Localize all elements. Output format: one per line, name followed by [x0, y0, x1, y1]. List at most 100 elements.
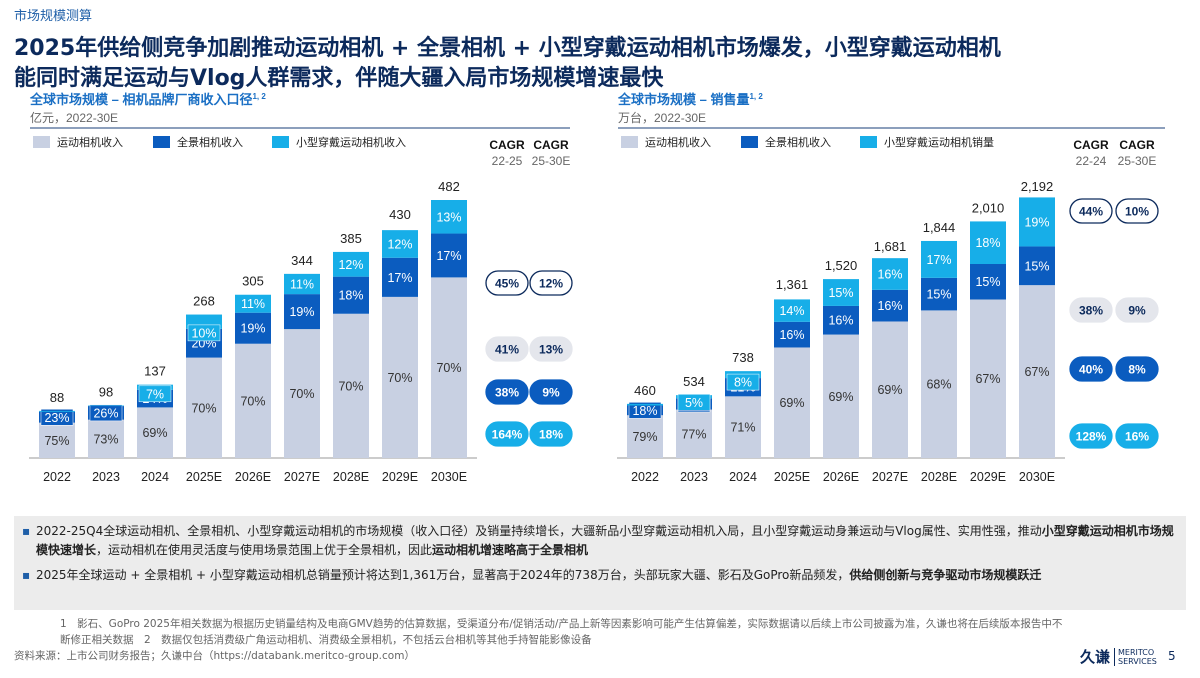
- cagr-header: CAGR: [1073, 138, 1109, 152]
- legend-swatch: [153, 136, 170, 148]
- bar-segment: [1019, 197, 1055, 247]
- x-tick-label: 2029E: [382, 470, 418, 484]
- segment-label: 16%: [828, 314, 853, 328]
- chart-title: 全球市场规模 – 销售量1, 2: [617, 92, 763, 107]
- legend-swatch: [860, 136, 877, 148]
- cagr-badge: [1069, 423, 1113, 449]
- label-box: [187, 324, 221, 342]
- bar-segment: [627, 403, 663, 406]
- total-label: 2,192: [1021, 179, 1054, 194]
- segment-label: 19%: [1024, 215, 1049, 229]
- legend-swatch: [621, 136, 638, 148]
- bar-segment: [88, 405, 124, 407]
- bullet-text: 2025年全球运动 + 全景相机 + 小型穿戴运动相机总销量预计将达到1,361…: [36, 568, 850, 582]
- x-tick-label: 2027E: [872, 470, 908, 484]
- cagr-value: 12%: [539, 277, 563, 291]
- segment-label: 15%: [1024, 259, 1049, 273]
- segment-label: 18%: [632, 404, 657, 418]
- segment-label: 69%: [828, 390, 853, 404]
- bar-segment: [186, 357, 222, 458]
- footnotes: 1 影石、GoPro 2025年相关数据为根据历史销量结构及电商GMV趋势的估算…: [60, 616, 1070, 648]
- segment-label: 17%: [926, 253, 951, 267]
- bar-segment: [774, 321, 810, 348]
- label-box: [40, 409, 74, 426]
- logo-en-1: MERITCO: [1118, 647, 1155, 657]
- source: 资料来源：上市公司财务报告；久谦中台（https://databank.meri…: [14, 650, 415, 662]
- total-label: 98: [99, 385, 113, 400]
- chart-unit: 亿元，2022-30E: [30, 110, 118, 125]
- cagr-period: 25-30E: [1118, 154, 1157, 168]
- bar-segment: [970, 299, 1006, 458]
- total-label: 268: [193, 294, 215, 309]
- bullet-box: 2022-25Q4全球运动相机、全景相机、小型穿戴运动相机的市场规模（收入口径）…: [14, 516, 1186, 610]
- cagr-badge: [1115, 423, 1159, 449]
- x-tick-label: 2028E: [921, 470, 957, 484]
- legend-label: 小型穿戴运动相机销量: [884, 135, 994, 149]
- bar-segment: [774, 299, 810, 322]
- label-box: [628, 402, 662, 419]
- x-tick-label: 2023: [92, 470, 120, 484]
- x-tick-label: 2024: [729, 470, 757, 484]
- cagr-badge: [1115, 356, 1159, 382]
- cagr-value: 10%: [1125, 205, 1149, 219]
- total-label: 2,010: [972, 200, 1005, 215]
- bar-segment: [382, 257, 418, 297]
- x-tick-label: 2023: [680, 470, 708, 484]
- segment-label: 12%: [338, 258, 363, 272]
- bullet-text: 小型穿戴运动相机市场规模快速增长: [36, 524, 1174, 557]
- segment-label: 17%: [436, 249, 461, 263]
- cagr-value: 38%: [1079, 304, 1103, 318]
- segment-label: 70%: [436, 361, 461, 375]
- x-tick-label: 2025E: [774, 470, 810, 484]
- x-tick-label: 2029E: [970, 470, 1006, 484]
- cagr-badge: [485, 270, 529, 296]
- bar-segment: [39, 422, 75, 458]
- segment-label: 15%: [975, 275, 1000, 289]
- bar-segment: [333, 313, 369, 458]
- segment-label: 67%: [975, 372, 1000, 386]
- label-box: [677, 394, 711, 411]
- cagr-value: 45%: [495, 277, 519, 291]
- x-tick-label: 2030E: [1019, 470, 1055, 484]
- cagr-badge: [529, 270, 573, 296]
- cagr-value: 13%: [539, 343, 563, 357]
- legend-label: 全景相机收入: [177, 135, 243, 149]
- footnote: 1 影石、GoPro 2025年相关数据为根据历史销量结构及电商GMV趋势的估算…: [60, 618, 1063, 646]
- total-label: 534: [683, 374, 705, 389]
- cagr-header: CAGR: [489, 138, 525, 152]
- bar-segment: [88, 419, 124, 458]
- legend-label: 运动相机收入: [645, 135, 711, 149]
- segment-label: 70%: [240, 394, 265, 408]
- segment-label: 12%: [387, 237, 412, 251]
- segment-label: 79%: [632, 430, 657, 444]
- total-label: 1,361: [776, 277, 809, 292]
- total-label: 482: [438, 179, 460, 194]
- segment-label: 67%: [1024, 365, 1049, 379]
- segment-label: 14%: [779, 304, 804, 318]
- total-label: 344: [291, 253, 313, 268]
- label-box: [89, 404, 123, 422]
- bullet-text: 运动相机增速略高于全景相机: [432, 543, 589, 557]
- cagr-header: CAGR: [1119, 138, 1155, 152]
- bar-segment: [627, 415, 663, 458]
- segment-label: 23%: [44, 411, 69, 425]
- segment-label: 7%: [146, 387, 164, 401]
- total-label: 305: [242, 274, 264, 289]
- cagr-badge: [485, 421, 529, 447]
- bar-segment: [235, 343, 271, 458]
- cagr-value: 41%: [495, 343, 519, 357]
- bullet-text: 2022-25Q4全球运动相机、全景相机、小型穿戴运动相机的市场规模（收入口径）…: [36, 524, 1042, 538]
- cagr-period: 22-24: [1076, 154, 1107, 168]
- x-tick-label: 2022: [631, 470, 659, 484]
- bar-segment: [774, 347, 810, 458]
- segment-label: 17%: [387, 271, 412, 285]
- bar-segment: [970, 221, 1006, 265]
- bar-segment: [823, 279, 859, 306]
- title-sup: 1, 2: [749, 92, 763, 101]
- cagr-badge: [1069, 297, 1113, 323]
- bar-segment: [431, 233, 467, 278]
- segment-label: 11%: [290, 277, 314, 291]
- cagr-value: 8%: [1128, 363, 1146, 377]
- bar-segment: [284, 294, 320, 330]
